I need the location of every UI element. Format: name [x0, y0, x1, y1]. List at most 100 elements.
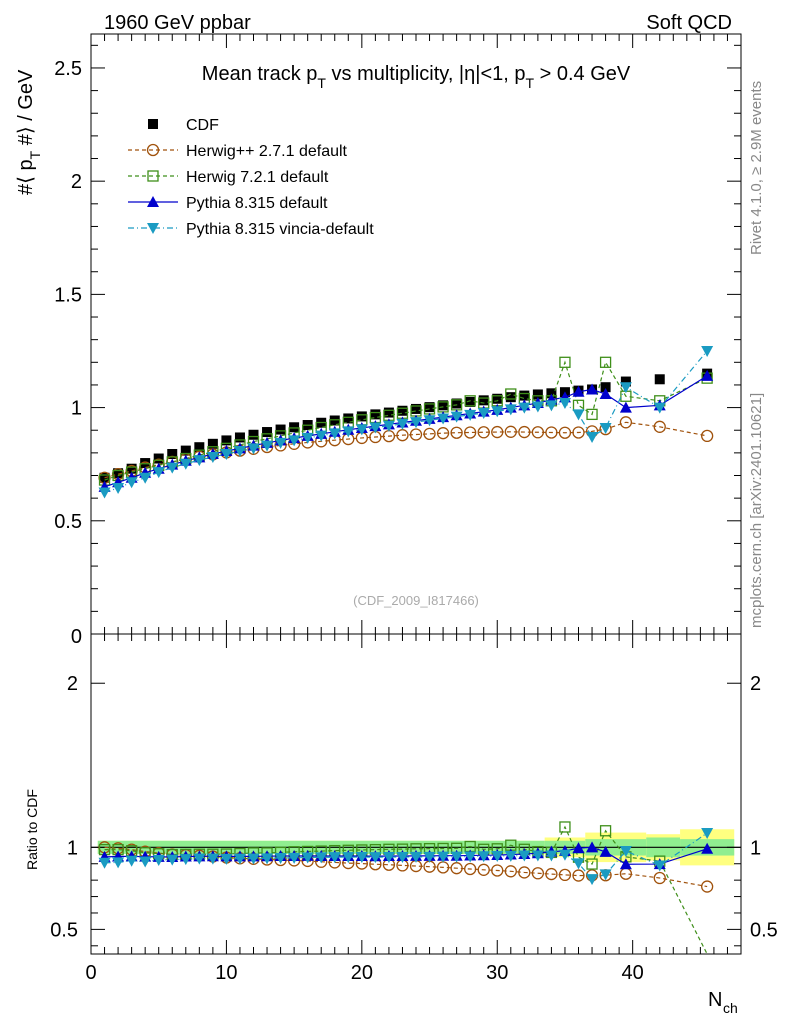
- ratio-vincia-point: [531, 850, 544, 862]
- main-cdf-point: [492, 393, 503, 404]
- main-vincia-point: [423, 415, 436, 427]
- main-cdf-point: [356, 411, 367, 422]
- main-vincia-point: [288, 435, 301, 447]
- ratio-vincia-point: [315, 852, 328, 864]
- main-vincia-point: [701, 345, 714, 357]
- main-vincia-point: [396, 418, 409, 430]
- main-vincia-point: [382, 420, 395, 432]
- x-axis-label-subscript: ch: [723, 1000, 738, 1016]
- main-vincia-point: [369, 422, 382, 434]
- ratio-vincia-point: [464, 851, 477, 863]
- ratio-herwig7-point: [559, 821, 571, 833]
- rivet-version-label: Rivet 4.1.0, ≥ 2.9M events: [748, 81, 765, 255]
- main-pythia-point: [572, 385, 585, 397]
- ratio-vincia-point: [423, 851, 436, 863]
- ratio-vincia-point: [288, 852, 301, 864]
- ratio-vincia-point: [233, 853, 246, 865]
- main-vincia-point: [125, 477, 138, 489]
- x-axis-label: N: [708, 989, 722, 1011]
- ratio-herwigpp-point: [504, 865, 517, 878]
- main-y-tick-label: 2.5: [54, 58, 82, 80]
- ratio-vincia-point: [599, 869, 612, 881]
- ratio-herwigpp-point: [491, 864, 504, 877]
- main-vincia-point: [247, 443, 260, 455]
- ratio-herwigpp-point: [572, 869, 585, 882]
- main-vincia-point: [545, 400, 558, 412]
- main-vincia-point: [599, 422, 612, 434]
- ratio-vincia-point: [396, 852, 409, 864]
- main-vincia-point: [464, 409, 477, 421]
- main-cdf-point: [451, 398, 462, 409]
- ratio-vincia-point: [504, 850, 517, 862]
- main-vincia-point: [518, 402, 531, 414]
- main-cdf-point: [654, 374, 665, 385]
- main-cdf-point: [194, 442, 205, 453]
- main-cdf-point: [478, 395, 489, 406]
- main-herwigpp-point: [504, 425, 517, 438]
- main-vincia-point: [504, 404, 517, 416]
- ratio-vincia-point: [112, 857, 125, 869]
- ratio-y-tick-label: 2: [67, 673, 78, 695]
- main-cdf-point: [397, 405, 408, 416]
- main-cdf-point: [207, 438, 218, 449]
- main-title: Mean track pT vs multiplicity, |η|<1, pT…: [202, 63, 631, 91]
- x-tick-label: 30: [486, 962, 508, 984]
- ratio-herwigpp-point: [531, 867, 545, 880]
- main-herwigpp-point: [700, 429, 714, 443]
- main-herwigpp-point: [518, 425, 531, 439]
- ratio-y-axis-label: Ratio to CDF: [24, 789, 40, 870]
- main-vincia-point: [179, 458, 192, 470]
- main-pythia-point: [619, 401, 632, 413]
- main-vincia-point: [112, 482, 125, 494]
- ratio-y-tick-label-right: 0.5: [750, 919, 778, 941]
- ratio-vincia-point: [342, 852, 355, 864]
- ratio-pythia-point: [619, 858, 632, 870]
- main-vincia-point: [206, 451, 219, 463]
- main-vincia-point: [437, 413, 450, 425]
- main-cdf-point: [140, 458, 151, 469]
- analysis-watermark: (CDF_2009_I817466): [353, 593, 479, 608]
- main-herwigpp-point: [477, 426, 490, 439]
- main-cdf-point: [383, 407, 394, 418]
- ratio-vincia-point: [619, 845, 632, 857]
- main-vincia-point: [261, 440, 274, 452]
- main-herwigpp-point: [423, 427, 436, 440]
- x-tick-label: 0: [85, 962, 96, 984]
- ratio-herwigpp-point: [558, 868, 572, 882]
- main-cdf-point: [532, 389, 543, 400]
- ratio-vincia-point: [410, 851, 422, 863]
- main-herwigpp-point: [450, 426, 463, 439]
- ratio-vincia-point: [437, 851, 450, 863]
- main-vincia-point: [193, 455, 206, 467]
- main-cdf-point: [329, 415, 340, 426]
- main-herwig7-point: [572, 399, 585, 411]
- ratio-vincia-point: [328, 852, 341, 864]
- ratio-herwigpp-point: [464, 862, 477, 876]
- main-vincia-point: [410, 417, 422, 429]
- main-pythia-point: [599, 388, 612, 399]
- main-y-tick-label: 0.5: [54, 511, 82, 533]
- main-vincia-point: [355, 424, 368, 436]
- ratio-plot-frame: [90, 633, 742, 955]
- ratio-herwig7-point: [586, 858, 598, 870]
- ratio-vincia-point: [166, 854, 179, 866]
- ratio-vincia-point: [179, 854, 192, 866]
- main-vincia-point: [328, 428, 341, 440]
- x-tick-label: 20: [351, 962, 373, 984]
- ratio-vincia-point: [247, 853, 260, 865]
- main-vincia-point: [491, 406, 504, 418]
- ratio-vincia-point: [477, 851, 490, 863]
- main-cdf-point: [620, 376, 631, 387]
- legend-herwig7-marker: [147, 170, 159, 182]
- main-herwig7-point: [586, 408, 598, 421]
- main-herwig7-point: [505, 388, 517, 400]
- main-vincia-point: [98, 487, 111, 499]
- main-cdf-point: [126, 463, 137, 474]
- ratio-y-tick-label: 1: [67, 837, 78, 859]
- ratio-y-tick-label-right: 2: [750, 673, 761, 695]
- main-herwigpp-point: [409, 428, 423, 441]
- ratio-vincia-point: [152, 854, 165, 866]
- ratio-vincia-line: [104, 832, 708, 880]
- legend-cdf-marker: [148, 119, 158, 129]
- main-vincia-point: [315, 430, 328, 442]
